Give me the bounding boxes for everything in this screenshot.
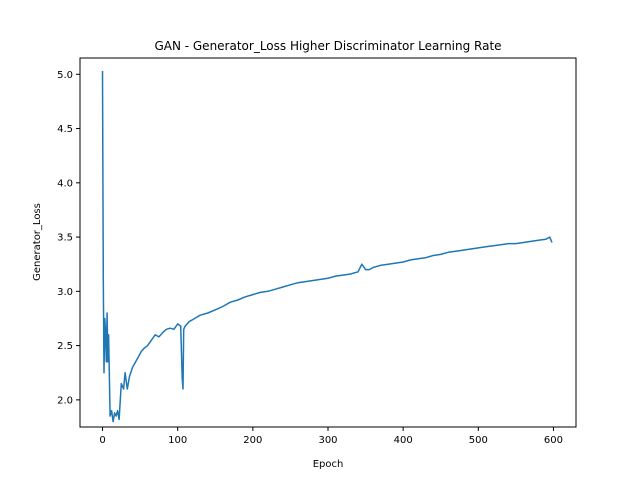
y-tick-label: 3.5 <box>57 233 73 244</box>
y-tick-label: 2.0 <box>57 395 73 406</box>
x-axis-label: Epoch <box>313 459 344 470</box>
series-layer <box>101 70 553 423</box>
chart-title: GAN - Generator_Loss Higher Discriminato… <box>154 39 501 53</box>
y-tick-label: 4.0 <box>57 178 73 189</box>
y-axis-label: Generator_Loss <box>32 203 43 281</box>
x-tick-label: 0 <box>99 435 105 446</box>
y-tick-label: 2.5 <box>57 341 73 352</box>
x-axis-ticks: 0 100 200 300 400 500 600 <box>99 427 563 446</box>
x-tick-label: 400 <box>394 435 413 446</box>
x-tick-label: 600 <box>544 435 563 446</box>
x-tick-label: 500 <box>469 435 488 446</box>
y-tick-label: 4.5 <box>57 124 73 135</box>
x-tick-label: 300 <box>318 435 337 446</box>
y-tick-label: 5.0 <box>57 70 73 81</box>
x-tick-label: 100 <box>168 435 187 446</box>
x-tick-label: 200 <box>243 435 262 446</box>
y-axis-ticks: 2.0 2.5 3.0 3.5 4.0 4.5 5.0 <box>57 70 80 406</box>
series-line <box>101 70 553 423</box>
y-tick-label: 3.0 <box>57 287 73 298</box>
